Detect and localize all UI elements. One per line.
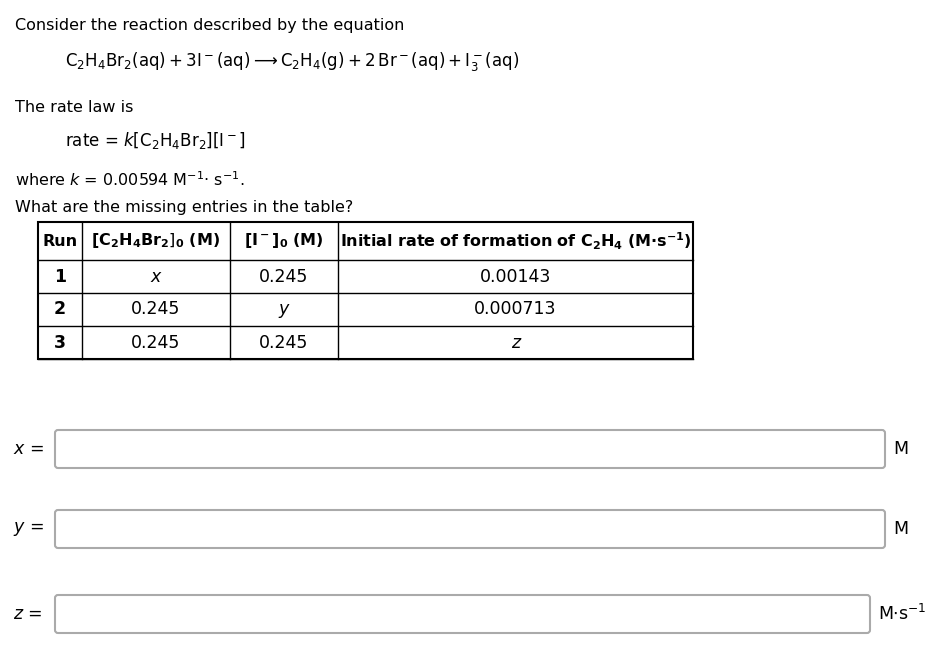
Text: M: M: [893, 520, 908, 538]
Text: 0.245: 0.245: [259, 334, 309, 352]
Text: 0.245: 0.245: [131, 334, 180, 352]
Text: $\mathit{x}$ =: $\mathit{x}$ =: [13, 440, 44, 458]
Text: x: x: [151, 267, 162, 285]
Text: $\mathbf{[I^-]_0\ (M)}$: $\mathbf{[I^-]_0\ (M)}$: [244, 232, 324, 251]
Text: M: M: [893, 440, 908, 458]
Text: 0.00143: 0.00143: [480, 267, 551, 285]
Text: 2: 2: [54, 301, 66, 318]
FancyBboxPatch shape: [55, 510, 885, 548]
Text: The rate law is: The rate law is: [15, 100, 133, 115]
Text: $\mathbf{Initial\ rate\ of\ formation\ of\ C_2H_4\ (M{\cdot}s^{-1})}$: $\mathbf{Initial\ rate\ of\ formation\ o…: [340, 230, 691, 252]
Text: 0.245: 0.245: [259, 267, 309, 285]
Text: $\mathregular{C_2H_4Br_2(aq) + 3I^-(aq) \longrightarrow C_2H_4(g) + 2\,Br^-(aq) : $\mathregular{C_2H_4Br_2(aq) + 3I^-(aq) …: [65, 50, 519, 73]
Text: Run: Run: [42, 234, 78, 249]
Text: 3: 3: [54, 334, 66, 352]
Text: $\mathregular{rate}$ = $k$[$\mathregular{C_2H_4Br_2}$][$\mathregular{I^-}$]: $\mathregular{rate}$ = $k$[$\mathregular…: [65, 130, 246, 151]
Text: 0.245: 0.245: [131, 301, 180, 318]
Text: 1: 1: [54, 267, 66, 285]
Text: M$\cdot$s$^{-1}$: M$\cdot$s$^{-1}$: [878, 604, 927, 624]
FancyBboxPatch shape: [55, 430, 885, 468]
Text: [$\mathbf{C_2H_4Br_2}]_\mathbf{0}$ $\mathbf{(M)}$: [$\mathbf{C_2H_4Br_2}]_\mathbf{0}$ $\mat…: [91, 232, 221, 251]
Text: $\mathit{y}$ =: $\mathit{y}$ =: [13, 520, 44, 538]
Text: z: z: [511, 334, 520, 352]
Bar: [38, 222, 693, 359]
Text: where $k$ = 0.00594 M$^{-1}$$\cdot$ s$^{-1}$.: where $k$ = 0.00594 M$^{-1}$$\cdot$ s$^{…: [15, 170, 245, 189]
FancyBboxPatch shape: [55, 595, 870, 633]
Text: 0.000713: 0.000713: [474, 301, 557, 318]
Text: Consider the reaction described by the equation: Consider the reaction described by the e…: [15, 18, 405, 33]
Text: y: y: [279, 301, 289, 318]
Text: What are the missing entries in the table?: What are the missing entries in the tabl…: [15, 200, 353, 215]
Text: $\mathit{z}$ =: $\mathit{z}$ =: [13, 605, 42, 623]
